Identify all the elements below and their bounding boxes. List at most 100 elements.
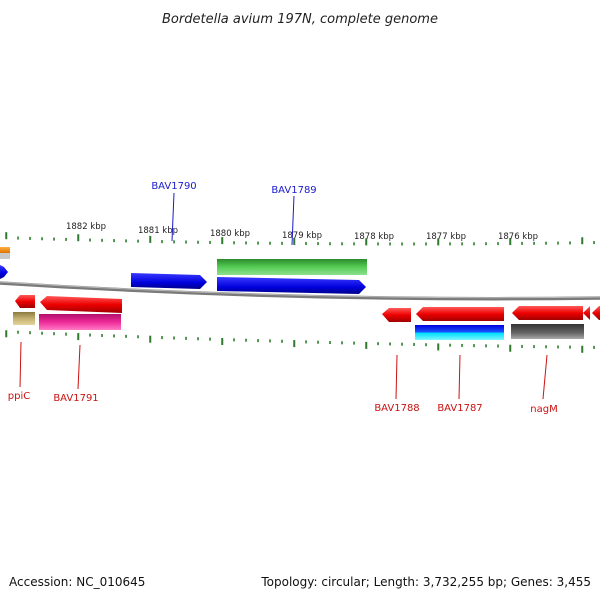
lower-scale-minor-tick [569,345,571,349]
upper-scale-minor-tick [401,242,403,246]
upper-scale-minor-tick [29,236,31,240]
lower-scale-major-tick [365,341,368,349]
gene-grey-partial[interactable] [0,253,10,259]
upper-scale-minor-tick [569,241,571,245]
leader-bav1791 [77,344,81,390]
upper-scale-minor-tick [413,242,415,246]
genome-backbone-highlight [0,281,600,299]
gene-partial-arrow-2[interactable] [592,306,600,320]
gene-nagm[interactable] [512,306,583,320]
lower-scale-minor-tick [101,333,103,337]
upper-scale-major-tick [77,234,80,242]
upper-scale-minor-tick [257,241,259,245]
lower-scale-minor-tick [389,342,391,346]
upper-scale-minor-tick [449,242,451,246]
lower-strand-genes [13,295,600,340]
gene-bav1789-rna[interactable] [217,259,367,275]
gene-ppic[interactable] [15,295,35,308]
gene-label-ppic[interactable]: ppiC [8,391,30,402]
lower-scale-minor-tick [17,330,19,334]
upper-scale-minor-tick [113,239,115,243]
scale-labels: 1882 kbp 1881 kbp 1880 kbp 1879 kbp 1878… [66,222,538,242]
lower-scale-minor-tick [65,332,67,336]
gene-bav1787-feature[interactable] [415,325,504,340]
upper-scale-minor-tick [389,242,391,246]
upper-scale-minor-tick [497,242,499,246]
lower-scale-minor-tick [533,345,535,349]
lower-scale-major-tick [5,330,8,338]
upper-scale-minor-tick [377,242,379,246]
gene-blue-partial[interactable] [0,265,8,279]
lower-scale-minor-tick [593,345,595,349]
scale-label-1876: 1876 kbp [498,232,538,242]
gene-bav1787[interactable] [416,307,504,321]
gene-label-nagm[interactable]: nagM [530,404,557,415]
upper-scale-minor-tick [101,238,103,242]
gene-partial-arrow-1[interactable] [583,306,590,320]
upper-scale-minor-tick [305,242,307,246]
upper-scale-major-tick [221,237,224,245]
upper-scale-minor-tick [473,242,475,246]
scale-label-1877: 1877 kbp [426,232,466,242]
lower-scale-minor-tick [185,336,187,340]
lower-scale-minor-tick [305,340,307,344]
upper-scale-minor-tick [461,242,463,246]
gene-bav1790[interactable] [131,273,207,289]
upper-scale-major-tick [581,237,584,245]
topology-text: Topology: circular; Length: 3,732,255 bp… [260,575,591,589]
leader-bav1788 [395,354,398,400]
lower-scale-minor-tick [53,332,55,336]
upper-scale-minor-tick [173,240,175,244]
upper-scale-major-tick [437,238,440,246]
lower-scale-minor-tick [473,344,475,348]
upper-scale-minor-tick [545,241,547,245]
upper-scale-minor-tick [341,242,343,246]
lower-scale-major-tick [293,340,296,348]
lower-scale-minor-tick [89,333,91,337]
gene-label-bav1790[interactable]: BAV1790 [151,181,196,192]
lower-scale-minor-tick [317,340,319,344]
map-title: Bordetella avium 197N, complete genome [162,12,438,27]
lower-scale-minor-tick [113,334,115,338]
gene-bav1791[interactable] [40,296,122,313]
lower-scale-major-tick [77,333,80,341]
lower-scale-minor-tick [245,338,247,342]
lower-scale-minor-tick [341,341,343,345]
lower-scale-minor-tick [137,335,139,339]
lower-scale-major-tick [509,344,512,352]
lower-scale-minor-tick [173,336,175,340]
gene-orange-partial[interactable] [0,247,10,253]
leader-nagm [542,354,548,400]
gene-bav1788[interactable] [382,308,411,322]
genome-backbone [0,281,600,301]
lower-scale-minor-tick [353,341,355,345]
leader-ppic [19,341,22,388]
gene-label-bav1788[interactable]: BAV1788 [374,403,419,414]
upper-scale-minor-tick [353,242,355,246]
gene-ppic-feature[interactable] [13,312,35,325]
leader-bav1787 [458,354,461,400]
gene-bav1791-feature[interactable] [39,314,121,330]
gene-label-bav1789[interactable]: BAV1789 [271,185,316,196]
upper-scale-minor-tick [533,241,535,245]
upper-scale-minor-tick [89,238,91,242]
gene-label-bav1791[interactable]: BAV1791 [53,393,98,404]
scale-label-1880: 1880 kbp [210,229,250,239]
lower-scale-minor-tick [401,342,403,346]
upper-scale-major-tick [293,237,296,245]
upper-scale-major-tick [5,232,8,240]
gene-label-bav1787[interactable]: BAV1787 [437,403,482,414]
gene-bav1789[interactable] [217,277,366,294]
upper-scale-minor-tick [521,241,523,245]
lower-scale-minor-tick [329,341,331,345]
leader-bav1789 [291,195,295,246]
upper-scale-minor-tick [197,240,199,244]
upper-strand-genes [0,247,367,294]
lower-scale-minor-tick [449,343,451,347]
lower-scale-minor-tick [425,343,427,347]
lower-scale-minor-tick [413,342,415,346]
gene-nagm-feature[interactable] [511,324,584,339]
upper-scale-minor-tick [185,240,187,244]
upper-scale-major-tick [509,238,512,246]
